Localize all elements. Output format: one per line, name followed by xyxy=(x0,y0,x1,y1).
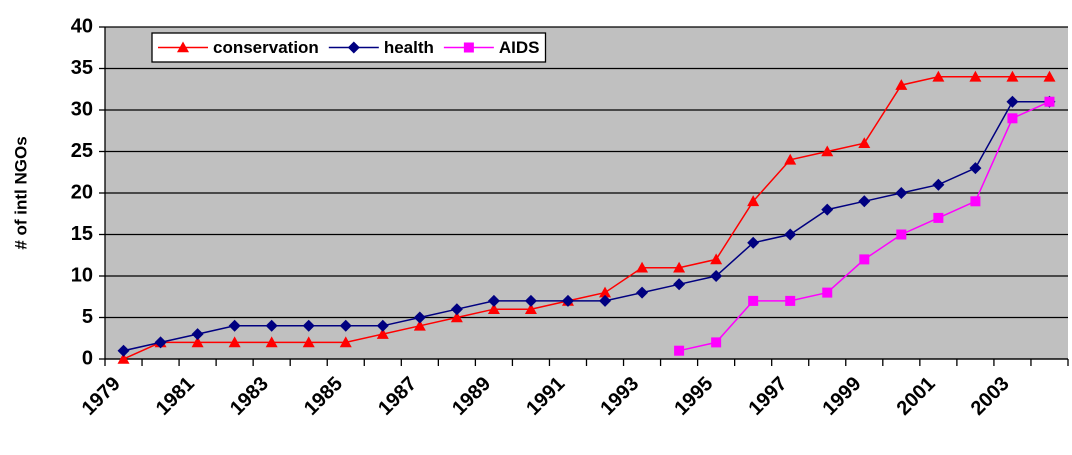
marker xyxy=(561,294,574,307)
marker xyxy=(450,303,463,316)
marker xyxy=(821,203,834,216)
marker xyxy=(228,336,241,348)
marker xyxy=(932,70,945,82)
x-tick-label: 2001 xyxy=(893,373,940,420)
marker xyxy=(822,287,833,298)
marker xyxy=(969,70,982,82)
x-tick-label: 1993 xyxy=(596,373,643,420)
marker xyxy=(463,42,474,53)
marker xyxy=(1043,70,1056,82)
marker xyxy=(785,295,796,306)
marker xyxy=(117,353,130,364)
marker xyxy=(302,336,315,348)
marker xyxy=(895,187,908,199)
marker xyxy=(933,212,944,223)
marker xyxy=(177,41,189,53)
marker xyxy=(747,195,760,207)
marker xyxy=(1007,113,1018,124)
series-line xyxy=(123,100,1050,352)
marker xyxy=(784,228,797,241)
marker xyxy=(1044,96,1055,107)
marker xyxy=(858,137,871,148)
legend-label: conservation xyxy=(213,38,319,57)
marker xyxy=(599,294,612,307)
y-tick-label: 20 xyxy=(71,181,93,203)
y-tick-label: 10 xyxy=(71,264,93,286)
legend: conservation health AIDS xyxy=(151,32,547,63)
marker xyxy=(339,336,352,348)
x-tick-label: 2003 xyxy=(967,373,1014,420)
marker xyxy=(487,294,500,307)
marker xyxy=(895,79,908,90)
x-tick-label: 1999 xyxy=(819,373,866,420)
marker xyxy=(748,295,759,306)
y-tick-label: 35 xyxy=(71,57,93,79)
marker xyxy=(896,229,907,240)
marker xyxy=(673,278,686,291)
x-tick-label: 1995 xyxy=(670,373,717,420)
marker xyxy=(1006,95,1019,108)
y-axis-label: # of intl NGOs xyxy=(11,136,30,249)
marker xyxy=(413,311,426,324)
legend-label: AIDS xyxy=(499,38,540,57)
marker xyxy=(673,261,686,273)
y-tick-label: 25 xyxy=(71,140,93,162)
marker xyxy=(265,336,278,348)
x-tick-label: 1997 xyxy=(744,373,791,420)
marker xyxy=(191,328,204,341)
marker xyxy=(339,319,352,332)
marker xyxy=(154,336,167,349)
marker xyxy=(821,145,834,157)
y-tick-label: 5 xyxy=(82,306,93,328)
series-line xyxy=(123,76,1050,360)
marker xyxy=(347,41,360,54)
marker xyxy=(376,319,389,332)
marker xyxy=(710,270,723,282)
x-tick-label: 1987 xyxy=(374,373,421,420)
marker xyxy=(970,196,981,207)
y-tick-label: 30 xyxy=(71,98,93,120)
marker xyxy=(376,328,389,339)
marker xyxy=(524,294,537,307)
marker xyxy=(524,303,537,314)
y-tick-label: 40 xyxy=(71,15,93,37)
y-tick-label: 15 xyxy=(71,223,93,245)
marker xyxy=(710,253,723,265)
x-tick-label: 1991 xyxy=(522,373,569,420)
marker xyxy=(858,195,871,208)
marker xyxy=(1006,70,1019,82)
marker xyxy=(784,153,797,165)
legend-label: health xyxy=(384,38,434,57)
x-tick-label: 1979 xyxy=(78,373,125,420)
marker xyxy=(191,336,204,348)
marker xyxy=(413,319,426,331)
marker xyxy=(859,254,870,265)
marker xyxy=(117,344,130,357)
marker xyxy=(302,319,315,332)
marker xyxy=(450,311,463,323)
marker xyxy=(674,345,685,356)
marker xyxy=(228,319,241,332)
marker xyxy=(636,286,649,299)
marker xyxy=(636,261,649,273)
marker xyxy=(932,178,945,191)
y-tick-label: 0 xyxy=(82,347,93,369)
x-tick-label: 1985 xyxy=(300,373,347,420)
x-tick-label: 1981 xyxy=(152,373,199,420)
marker xyxy=(487,303,500,314)
marker xyxy=(265,319,278,332)
marker xyxy=(599,286,612,298)
marker xyxy=(747,236,760,249)
marker xyxy=(711,337,722,348)
x-tick-label: 1989 xyxy=(448,373,495,420)
marker xyxy=(969,162,982,175)
x-tick-label: 1983 xyxy=(226,373,273,420)
